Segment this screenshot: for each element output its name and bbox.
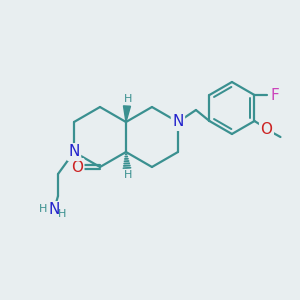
Text: O: O bbox=[260, 122, 272, 136]
Polygon shape bbox=[124, 106, 130, 122]
Text: H: H bbox=[58, 209, 66, 219]
Text: H: H bbox=[124, 94, 132, 104]
Text: F: F bbox=[270, 88, 279, 103]
Text: H: H bbox=[39, 204, 47, 214]
Text: N: N bbox=[48, 202, 60, 217]
Text: N: N bbox=[172, 115, 184, 130]
Text: N: N bbox=[68, 145, 80, 160]
Text: H: H bbox=[124, 170, 132, 180]
Text: O: O bbox=[71, 160, 83, 175]
